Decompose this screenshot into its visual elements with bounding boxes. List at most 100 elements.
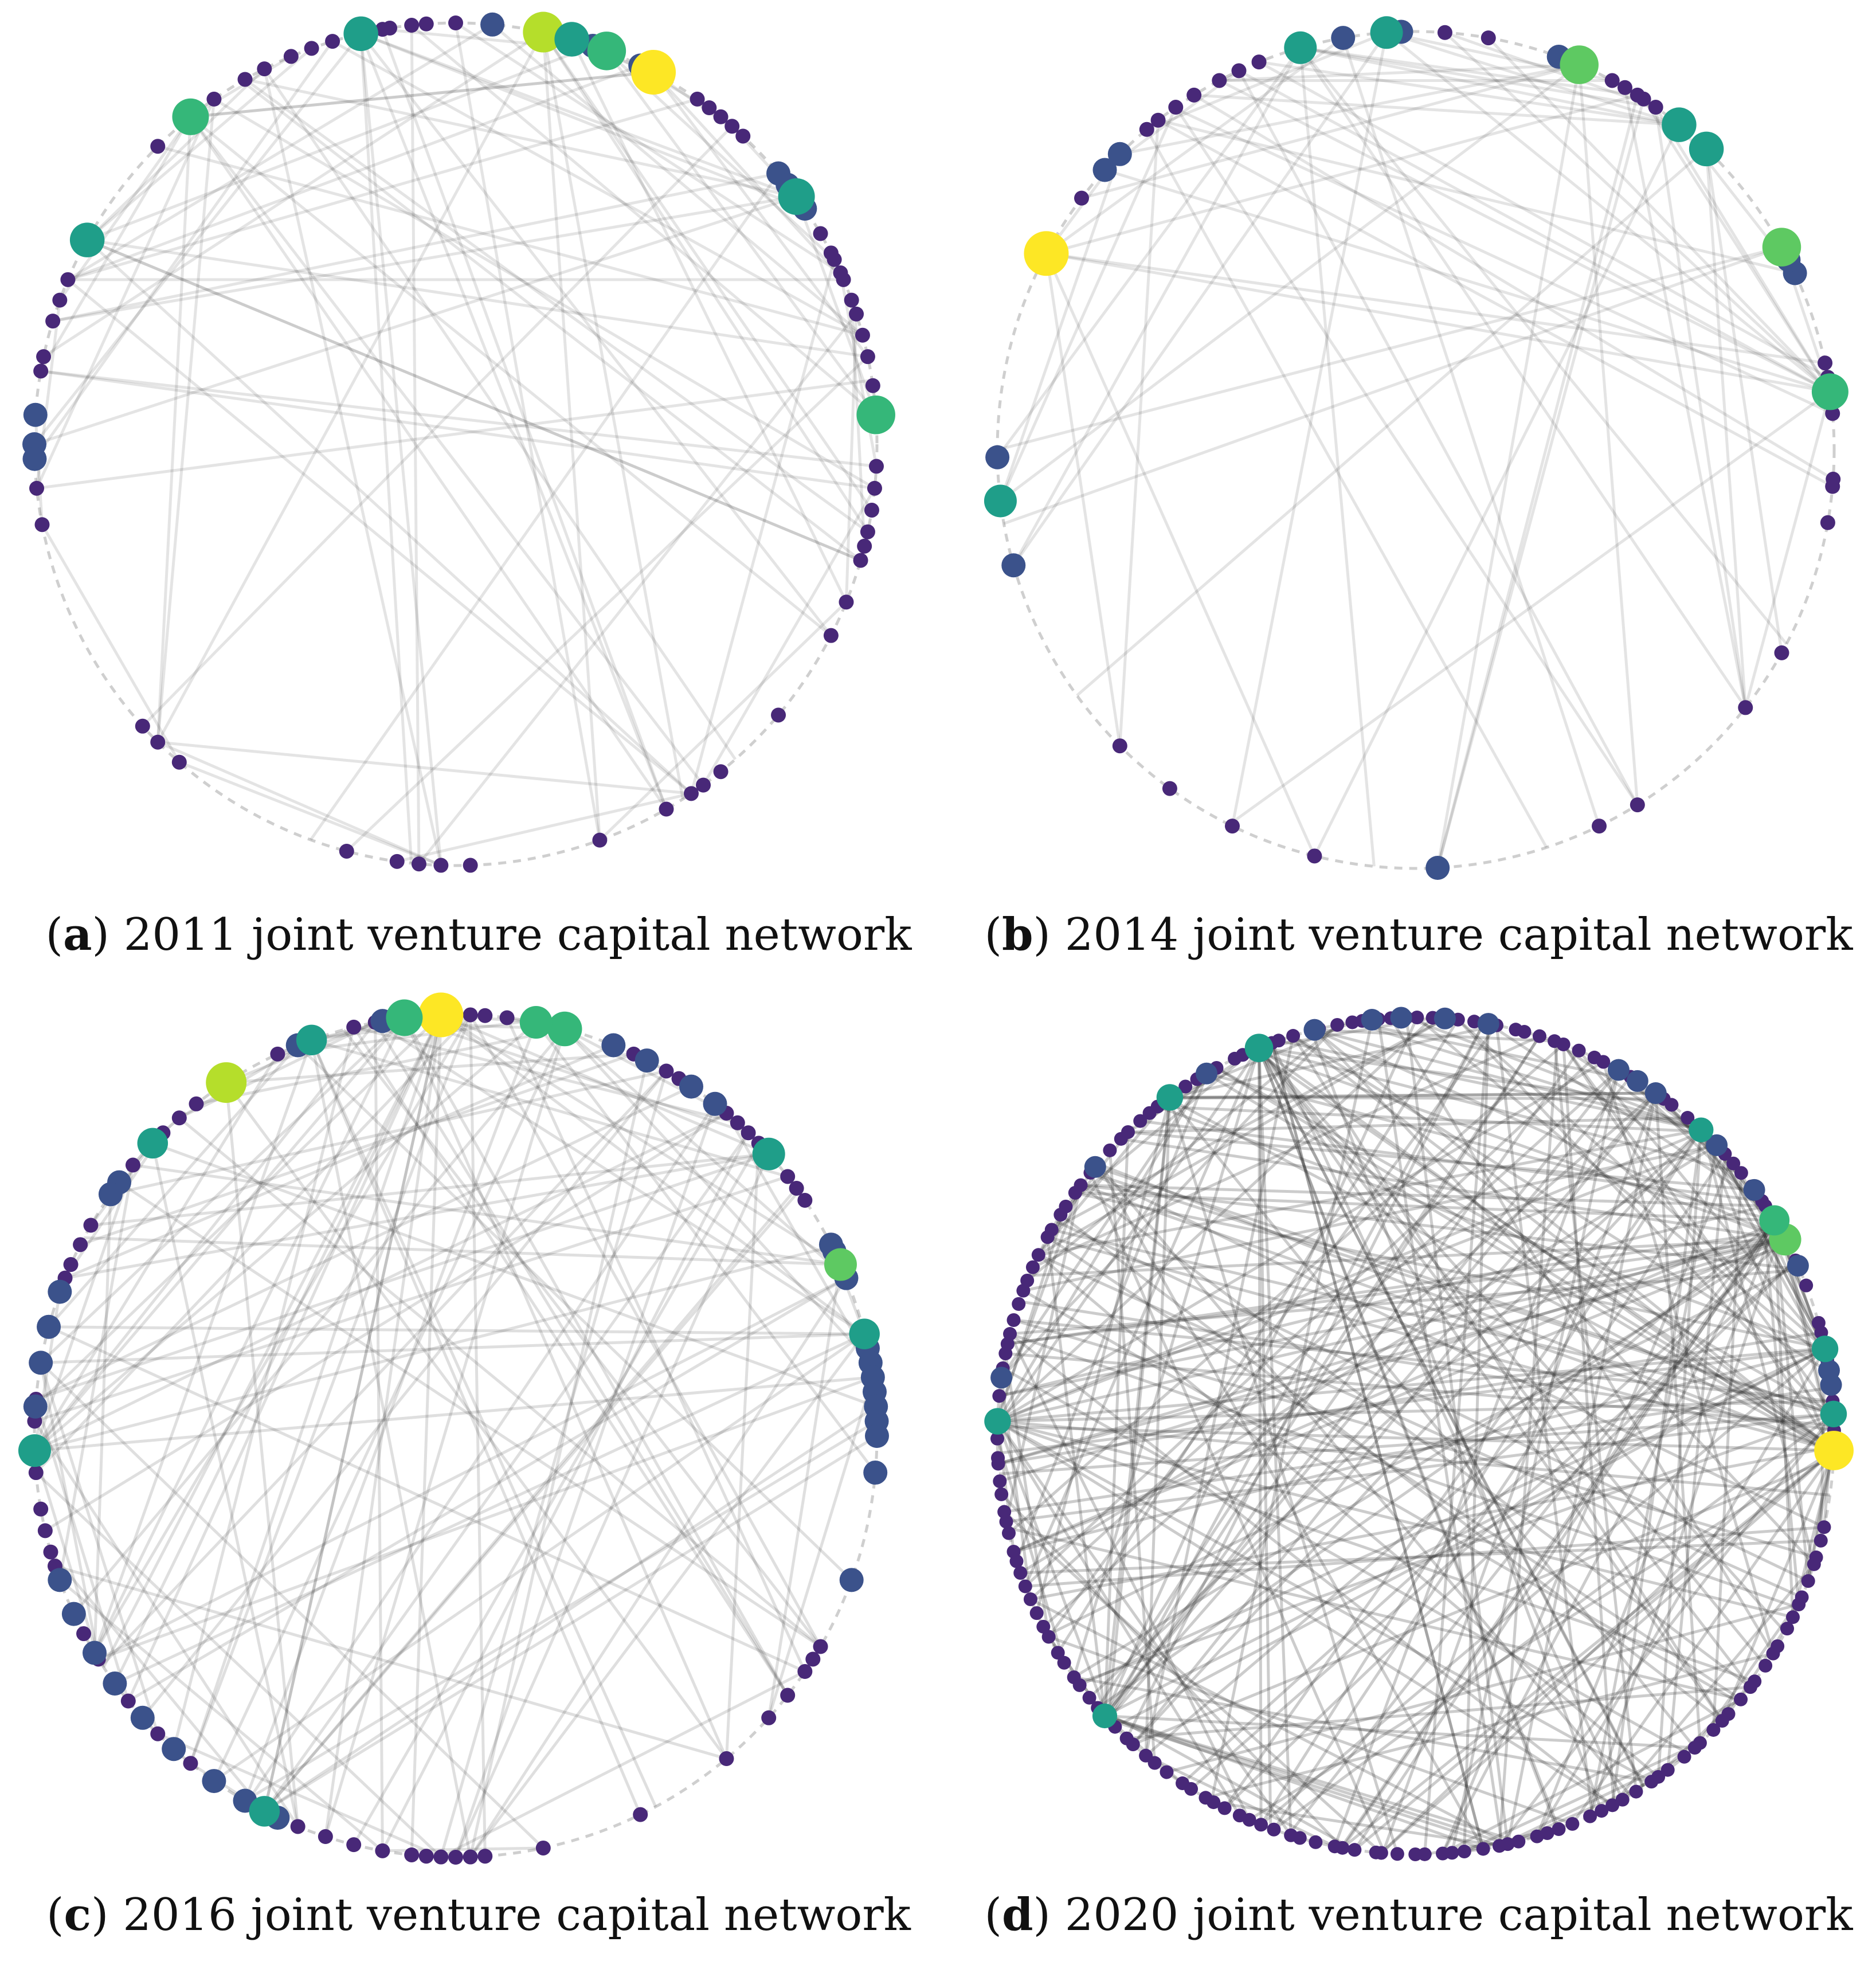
edge xyxy=(1005,1352,1834,1427)
edge xyxy=(1219,79,1831,393)
edge xyxy=(244,78,869,533)
hub-node xyxy=(856,395,895,434)
edge xyxy=(997,1244,1789,1465)
node xyxy=(1293,1831,1307,1845)
node xyxy=(1605,1798,1620,1813)
node xyxy=(1630,797,1645,813)
edge xyxy=(263,68,442,866)
node xyxy=(1217,1801,1232,1815)
hub-node xyxy=(547,1011,582,1047)
edge xyxy=(1157,1105,1826,1350)
edge xyxy=(999,1238,1786,1483)
node xyxy=(346,1837,362,1853)
edge xyxy=(374,1022,384,1851)
edge xyxy=(1213,1800,1500,1847)
node xyxy=(1267,1822,1281,1837)
node xyxy=(1162,781,1177,796)
nodes xyxy=(22,11,895,873)
mid-node xyxy=(1434,1007,1456,1029)
node xyxy=(761,1710,777,1725)
edge xyxy=(469,1060,649,1858)
hub-node xyxy=(1156,1084,1184,1111)
node xyxy=(1023,1592,1037,1607)
node xyxy=(1818,355,1833,371)
edges xyxy=(996,1016,1836,1856)
mid-node xyxy=(679,1074,704,1099)
mid-node xyxy=(29,1350,53,1375)
edge xyxy=(997,1142,1717,1423)
edge xyxy=(1760,1201,1800,1605)
edge xyxy=(1456,1019,1835,1422)
edge xyxy=(1038,1128,1702,1256)
edge xyxy=(1103,1097,1172,1716)
node xyxy=(867,480,882,496)
edge xyxy=(65,1152,769,1280)
edge xyxy=(1656,1129,1703,1778)
edge xyxy=(996,1072,1208,1422)
edge xyxy=(1096,1035,1541,1709)
edge xyxy=(1791,1450,1835,1618)
edge xyxy=(1258,1047,1752,1688)
edge xyxy=(87,44,594,241)
node xyxy=(735,128,751,144)
edge xyxy=(1131,1092,1657,1745)
edge xyxy=(33,1450,100,1660)
node xyxy=(120,1693,136,1709)
edge xyxy=(997,1420,1613,1807)
edge xyxy=(724,1143,761,1759)
edge xyxy=(1270,1042,1624,1800)
edge xyxy=(1715,1144,1827,1350)
hub-node xyxy=(554,22,589,57)
edge xyxy=(40,116,192,372)
node xyxy=(1660,1763,1675,1777)
node xyxy=(1509,1023,1523,1037)
edge xyxy=(542,32,684,800)
edge xyxy=(1299,46,1747,708)
edge xyxy=(1300,46,1656,109)
node xyxy=(411,856,426,872)
node xyxy=(713,764,729,780)
edge xyxy=(1104,1714,1519,1843)
edge xyxy=(1004,1386,1832,1514)
edge xyxy=(296,1044,853,1581)
mid-node xyxy=(703,1091,727,1116)
node xyxy=(37,1523,53,1539)
edge xyxy=(97,1277,847,1661)
node xyxy=(797,1192,813,1208)
node xyxy=(171,1110,187,1126)
edge xyxy=(1008,1333,1251,1821)
edge xyxy=(1046,252,1831,393)
node xyxy=(1501,1837,1515,1851)
edge xyxy=(454,1153,770,1858)
edge xyxy=(1577,1050,1826,1350)
edge xyxy=(39,1362,100,1659)
edge xyxy=(246,1103,716,1803)
edge xyxy=(178,1117,822,1648)
edge xyxy=(1258,1047,1558,1831)
edge xyxy=(1103,1068,1620,1717)
edge xyxy=(1352,1020,1638,1083)
edge xyxy=(35,1471,442,1858)
edge xyxy=(1051,1017,1446,1231)
edge xyxy=(1341,1222,1777,1849)
mid-node xyxy=(1607,1059,1630,1081)
edge xyxy=(1228,390,1831,826)
mid-node xyxy=(1196,1062,1217,1085)
edge xyxy=(360,32,797,198)
edge xyxy=(1103,1016,1419,1717)
node xyxy=(448,15,463,30)
edge xyxy=(1090,1171,1834,1416)
edge xyxy=(1711,1173,1743,1731)
mid-node xyxy=(22,447,47,471)
edge xyxy=(1536,1222,1777,1837)
edge xyxy=(1611,1129,1703,1806)
node xyxy=(73,1237,88,1252)
edge xyxy=(1025,1525,1824,1588)
nodes xyxy=(18,992,889,1865)
edge xyxy=(1103,1075,1632,1717)
caption-b-label: b xyxy=(1001,909,1033,961)
edge xyxy=(454,1103,716,1858)
mid-node xyxy=(1818,1359,1840,1381)
edge xyxy=(1080,1184,1752,1689)
edge xyxy=(54,1564,727,1760)
